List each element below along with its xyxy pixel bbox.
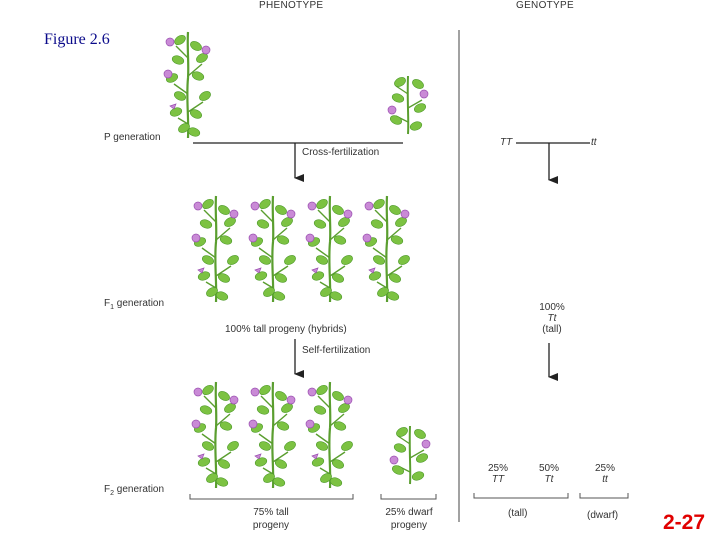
phenotype-header: PHENOTYPE <box>259 0 324 11</box>
f1-plant <box>191 195 239 303</box>
f2-dwarf-label: 25% dwarf progeny <box>385 507 433 531</box>
f2-tall-plant <box>248 381 296 489</box>
genotype-f1-pheno: (tall) <box>542 324 562 335</box>
f1-plant <box>248 195 296 303</box>
genotype-f1-pct: 100% <box>539 302 565 313</box>
f1-plant <box>362 195 410 303</box>
genotype-f2-dwarf: (dwarf) <box>587 510 619 521</box>
f2-generation-label: F2 generation <box>104 484 165 497</box>
genotype-p-right: tt <box>591 137 597 148</box>
f1-result-label: 100% tall progeny (hybrids) <box>225 324 347 335</box>
genotype-f2-tall: (tall) <box>508 508 528 519</box>
tall-bracket <box>189 494 354 500</box>
genotype-tall-bracket <box>473 493 569 499</box>
genotype-p-left: TT <box>500 137 513 148</box>
f1-generation-label: F1 generation <box>104 298 165 311</box>
f2-tall-plant <box>191 381 239 489</box>
genotype-f1-block: 100% Tt (tall) <box>530 302 574 335</box>
genotype-f2-tt: 25% TT <box>487 463 508 485</box>
cross-fertilization-label: Cross-fertilization <box>302 147 380 158</box>
genotype-f1-geno: Tt <box>547 313 557 324</box>
figure-label: Figure 2.6 <box>44 31 110 48</box>
genotype-dwarf-bracket <box>579 493 629 499</box>
f2-tall-plant <box>305 381 353 489</box>
f1-plant <box>305 195 353 303</box>
f2-dwarf-plant <box>389 425 431 485</box>
p-generation-label: P generation <box>104 132 161 143</box>
f2-tall-label: 75% tall progeny <box>252 507 290 531</box>
genotype-header: GENOTYPE <box>516 0 574 11</box>
genotype-f2-tt-hetero: 50% Tt <box>538 463 559 485</box>
p-dwarf-plant <box>387 75 429 135</box>
slide-number: 2-27 <box>663 511 706 534</box>
p-tall-plant <box>163 31 211 139</box>
self-fertilization-label: Self-fertilization <box>302 345 371 356</box>
genotype-f2-recessive: 25% tt <box>594 463 615 485</box>
dwarf-bracket <box>380 494 437 500</box>
